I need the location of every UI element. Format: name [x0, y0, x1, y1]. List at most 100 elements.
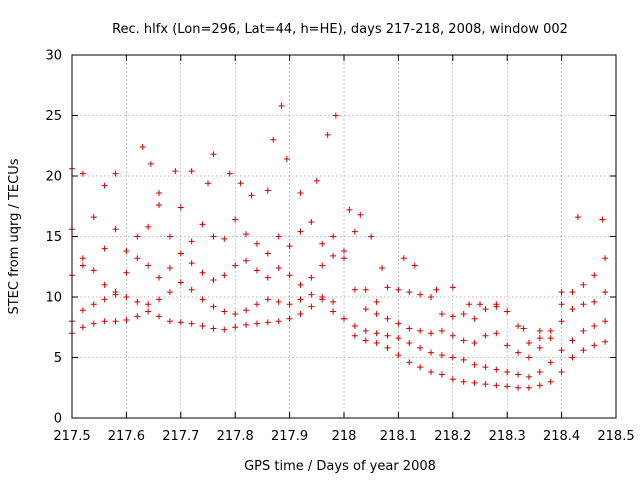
- data-point: [395, 335, 402, 342]
- data-point: [449, 313, 456, 320]
- data-point: [438, 310, 445, 317]
- data-point: [330, 233, 337, 240]
- data-point: [308, 218, 315, 225]
- data-points: [69, 102, 609, 391]
- data-point: [438, 352, 445, 359]
- data-point: [145, 262, 152, 269]
- data-point: [602, 289, 609, 296]
- data-point: [351, 323, 358, 330]
- data-point: [297, 310, 304, 317]
- data-point: [417, 344, 424, 351]
- data-point: [341, 248, 347, 255]
- x-tick-label: 218.3: [489, 429, 526, 444]
- data-point: [248, 192, 255, 199]
- data-point: [515, 384, 522, 391]
- data-point: [351, 332, 358, 339]
- data-point: [449, 332, 456, 339]
- data-point: [428, 369, 435, 376]
- x-tick-label: 218.4: [543, 429, 580, 444]
- data-point: [558, 289, 565, 296]
- data-point: [536, 344, 543, 351]
- data-point: [525, 384, 532, 391]
- data-point: [536, 335, 543, 342]
- data-point: [504, 342, 511, 349]
- data-point: [264, 250, 271, 257]
- chart-title: Rec. hlfx (Lon=296, Lat=44, h=HE), days …: [112, 22, 568, 37]
- data-point: [411, 262, 418, 269]
- data-point: [493, 366, 500, 373]
- data-point: [199, 296, 206, 303]
- data-point: [525, 339, 532, 346]
- x-tick-label: 218.1: [380, 429, 417, 444]
- data-point: [373, 298, 380, 305]
- data-point: [313, 177, 320, 184]
- data-point: [406, 339, 413, 346]
- data-point: [460, 356, 467, 363]
- data-point: [90, 214, 97, 221]
- data-point: [471, 315, 478, 322]
- data-point: [226, 170, 233, 177]
- data-point: [547, 327, 554, 334]
- data-point: [362, 327, 369, 334]
- data-point: [177, 279, 184, 286]
- data-point: [569, 337, 576, 344]
- y-tick-label: 10: [45, 291, 62, 306]
- data-point: [433, 286, 440, 293]
- data-point: [264, 274, 271, 281]
- data-point: [221, 235, 228, 242]
- data-point: [395, 286, 402, 293]
- data-point: [112, 170, 119, 177]
- data-point: [569, 354, 576, 361]
- data-point: [172, 168, 179, 175]
- data-point: [101, 296, 108, 303]
- data-point: [79, 307, 86, 314]
- data-point: [297, 296, 304, 303]
- data-point: [460, 337, 467, 344]
- data-point: [101, 182, 108, 189]
- data-point: [275, 233, 282, 240]
- data-point: [210, 151, 217, 158]
- data-point: [275, 318, 282, 325]
- data-point: [558, 369, 565, 376]
- data-point: [134, 255, 141, 262]
- data-point: [308, 303, 315, 310]
- data-point: [156, 202, 163, 209]
- data-point: [134, 298, 141, 305]
- data-point: [221, 326, 228, 333]
- data-point: [101, 245, 108, 252]
- data-point: [515, 323, 522, 330]
- y-tick-label: 30: [45, 49, 62, 64]
- data-point: [373, 330, 380, 337]
- y-tick-label: 15: [45, 230, 62, 245]
- data-point: [449, 284, 456, 291]
- data-point: [449, 354, 456, 361]
- data-point: [221, 308, 228, 315]
- data-point: [493, 382, 500, 389]
- grid-lines: [72, 55, 616, 418]
- data-point: [493, 301, 500, 308]
- data-point: [428, 330, 435, 337]
- data-point: [384, 332, 391, 339]
- x-tick-label: 218: [332, 429, 357, 444]
- data-point: [101, 281, 108, 288]
- data-point: [253, 240, 260, 247]
- data-point: [286, 243, 293, 250]
- data-point: [373, 339, 380, 346]
- data-point: [90, 320, 97, 327]
- data-point: [134, 233, 141, 240]
- data-point: [591, 272, 598, 279]
- x-tick-label: 217.8: [217, 429, 254, 444]
- data-point: [177, 250, 184, 257]
- x-tick-label: 217.5: [53, 429, 90, 444]
- data-point: [145, 301, 152, 308]
- data-point: [286, 315, 293, 322]
- data-point: [449, 376, 456, 383]
- data-point: [123, 316, 130, 323]
- data-point: [275, 264, 282, 271]
- data-point: [177, 319, 184, 326]
- data-point: [147, 160, 154, 167]
- x-tick-label: 217.9: [271, 429, 308, 444]
- data-point: [221, 272, 228, 279]
- data-point: [417, 327, 424, 334]
- data-point: [232, 262, 239, 269]
